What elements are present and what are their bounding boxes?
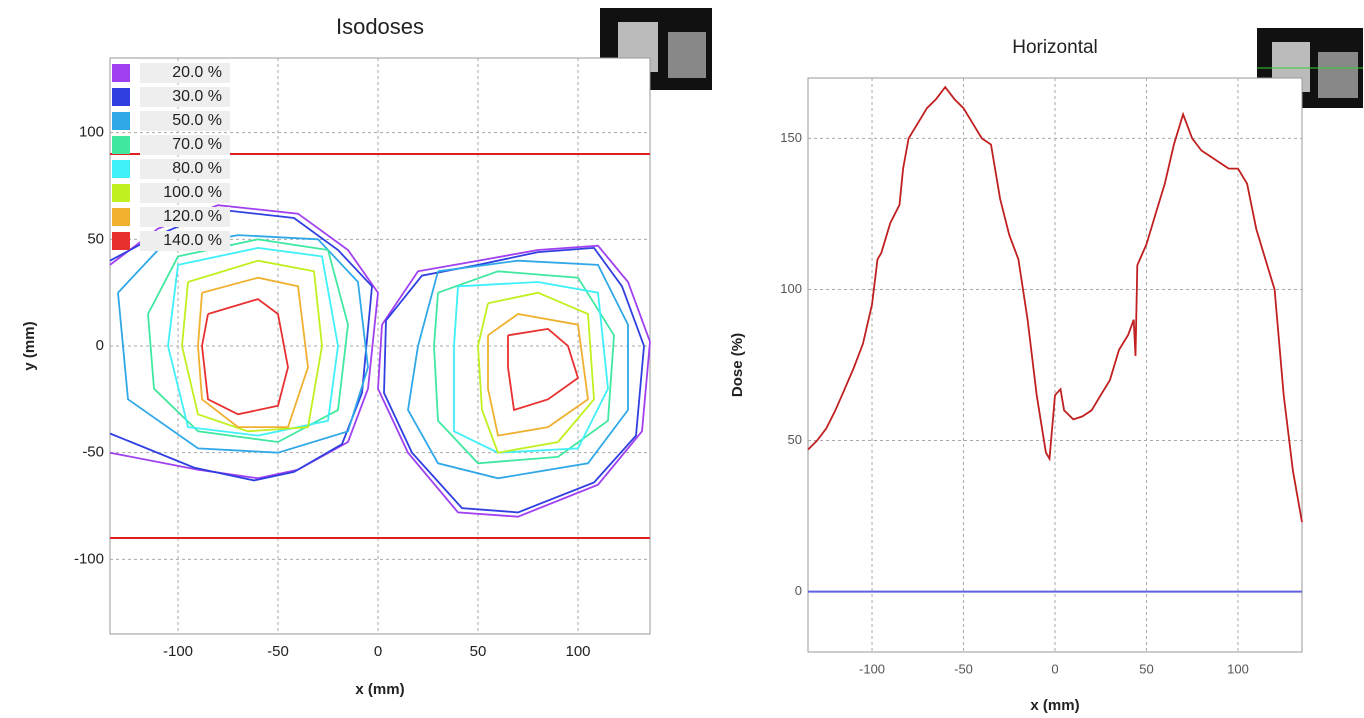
y-tick-label: -100: [74, 550, 104, 567]
legend-swatch: [112, 112, 130, 130]
y-tick-label: 50: [788, 432, 802, 447]
x-tick-label: -100: [163, 643, 193, 660]
legend-background: [140, 159, 230, 179]
legend-background: [140, 231, 230, 251]
x-tick-label: 100: [1227, 661, 1249, 676]
thumbnail-field: [1318, 52, 1358, 98]
y-tick-label: 100: [780, 281, 802, 296]
legend-label: 140.0 %: [163, 232, 222, 249]
x-tick-label: -50: [954, 661, 973, 676]
legend-background: [140, 183, 230, 203]
y-tick-label: 50: [87, 230, 104, 247]
profile-line: [807, 85, 1303, 523]
legend-background: [140, 207, 230, 227]
y-tick-label: 0: [96, 337, 104, 354]
legend-swatch: [112, 88, 130, 106]
x-axis-label: x (mm): [1030, 697, 1079, 714]
legend-label: 70.0 %: [172, 136, 222, 153]
x-tick-label: 0: [1051, 661, 1058, 676]
legend-label: 50.0 %: [172, 112, 222, 129]
x-tick-label: -100: [859, 661, 885, 676]
x-axis-label: x (mm): [355, 681, 404, 698]
legend-swatch: [112, 208, 130, 226]
thumbnail-field: [668, 32, 706, 78]
y-tick-label: 100: [79, 124, 104, 141]
chart-title: Isodoses: [336, 14, 424, 39]
y-tick-label: 150: [780, 130, 802, 145]
legend-label: 20.0 %: [172, 64, 222, 81]
x-tick-label: 100: [565, 643, 590, 660]
y-axis-label: Dose (%): [729, 333, 746, 397]
legend-background: [140, 63, 230, 83]
isodose-line: [181, 259, 595, 454]
legend-swatch: [112, 136, 130, 154]
isodose-line: [201, 298, 580, 416]
legend-background: [140, 135, 230, 155]
y-tick-label: -50: [82, 444, 104, 461]
legend-label: 100.0 %: [163, 184, 222, 201]
isodose-line: [197, 276, 589, 437]
legend-swatch: [112, 64, 130, 82]
y-axis-label: y (mm): [21, 321, 38, 370]
plot-area: [807, 77, 1303, 653]
legend-swatch: [112, 184, 130, 202]
legend-background: [140, 111, 230, 131]
legend-label: 120.0 %: [163, 208, 222, 225]
legend-background: [140, 87, 230, 107]
chart-title: Horizontal: [1012, 37, 1098, 58]
legend-swatch: [112, 160, 130, 178]
y-tick-label: 0: [795, 583, 802, 598]
x-tick-label: -50: [267, 643, 289, 660]
x-tick-label: 50: [470, 643, 487, 660]
legend-swatch: [112, 232, 130, 250]
isodose-line: [167, 246, 609, 454]
legend-label: 80.0 %: [172, 160, 222, 177]
x-tick-label: 0: [374, 643, 382, 660]
x-tick-label: 50: [1139, 661, 1153, 676]
legend-label: 30.0 %: [172, 88, 222, 105]
